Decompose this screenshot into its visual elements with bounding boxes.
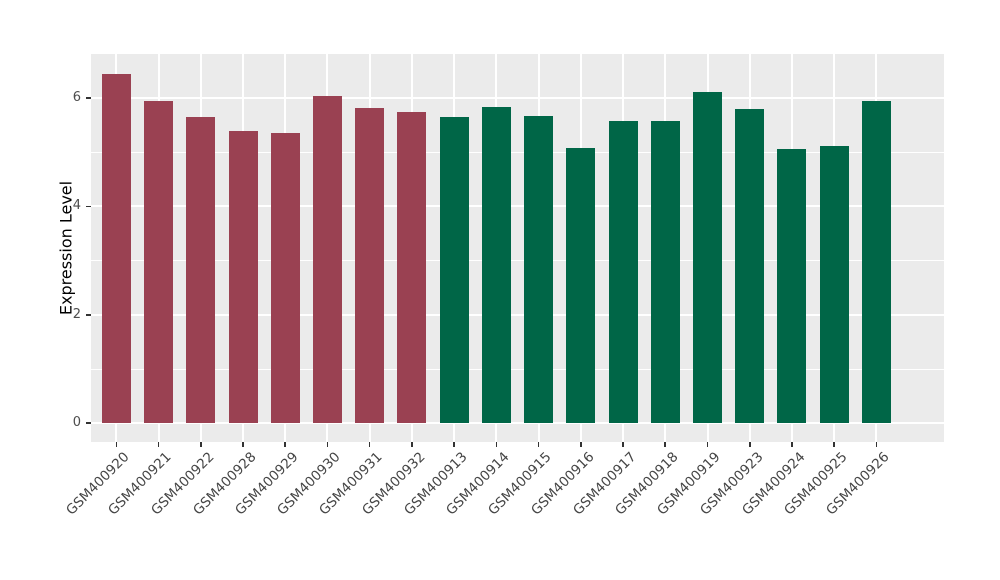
bar-GSM400921 xyxy=(144,100,174,424)
bar-GSM400925 xyxy=(819,146,849,424)
x-tick-mark-GSM400922 xyxy=(199,442,202,447)
x-tick-mark-GSM400929 xyxy=(284,442,287,447)
bar-GSM400931 xyxy=(355,107,385,424)
gridline-minor-y-5 xyxy=(91,151,944,153)
x-tick-mark-GSM400928 xyxy=(242,442,244,447)
x-tick-mark-GSM400919 xyxy=(706,442,709,447)
bar-GSM400924 xyxy=(777,149,807,424)
bar-GSM400920 xyxy=(101,73,131,424)
bar-GSM400915 xyxy=(524,115,554,424)
y-tick-mark-0 xyxy=(85,422,91,425)
x-tick-mark-GSM400913 xyxy=(453,442,455,447)
x-tick-mark-GSM400915 xyxy=(537,442,540,447)
bar-GSM400918 xyxy=(650,120,680,424)
x-tick-mark-GSM400924 xyxy=(791,442,793,447)
x-tick-mark-GSM400921 xyxy=(157,442,160,447)
bar-GSM400923 xyxy=(735,108,765,424)
bar-GSM400917 xyxy=(608,120,638,424)
y-tick-label-4: 4 xyxy=(72,198,81,214)
x-tick-mark-GSM400918 xyxy=(664,442,667,447)
x-tick-mark-GSM400920 xyxy=(115,442,118,447)
bar-GSM400928 xyxy=(228,131,258,424)
y-tick-mark-2 xyxy=(85,314,91,316)
x-tick-mark-GSM400926 xyxy=(875,442,878,447)
x-tick-mark-GSM400917 xyxy=(622,442,624,447)
gridline-minor-y-1 xyxy=(91,368,944,370)
y-tick-label-0: 0 xyxy=(72,415,81,431)
x-tick-mark-GSM400916 xyxy=(580,442,582,447)
plot-panel xyxy=(91,54,944,442)
x-tick-mark-GSM400930 xyxy=(326,442,329,447)
bar-GSM400926 xyxy=(861,100,891,424)
x-tick-mark-GSM400932 xyxy=(411,442,413,447)
gridline-minor-y-3 xyxy=(91,260,944,262)
x-tick-mark-GSM400925 xyxy=(833,442,835,447)
bar-GSM400913 xyxy=(439,117,469,424)
x-tick-mark-GSM400914 xyxy=(495,442,498,447)
bar-GSM400914 xyxy=(481,107,511,424)
y-tick-label-6: 6 xyxy=(72,89,81,105)
gridline-major-y-2 xyxy=(91,313,944,316)
gridline-major-y-4 xyxy=(91,205,944,208)
bar-GSM400930 xyxy=(312,96,342,424)
bar-GSM400922 xyxy=(186,117,216,424)
bar-GSM400929 xyxy=(270,132,300,424)
x-tick-mark-GSM400923 xyxy=(748,442,751,447)
bar-GSM400932 xyxy=(397,112,427,424)
x-tick-mark-GSM400931 xyxy=(368,442,371,447)
y-tick-mark-4 xyxy=(85,205,91,208)
bar-GSM400919 xyxy=(693,91,723,424)
gridline-major-y-0 xyxy=(91,422,944,425)
y-tick-label-2: 2 xyxy=(72,306,81,322)
y-tick-mark-6 xyxy=(85,97,91,99)
bar-GSM400916 xyxy=(566,148,596,424)
gridline-major-y-6 xyxy=(91,96,944,99)
